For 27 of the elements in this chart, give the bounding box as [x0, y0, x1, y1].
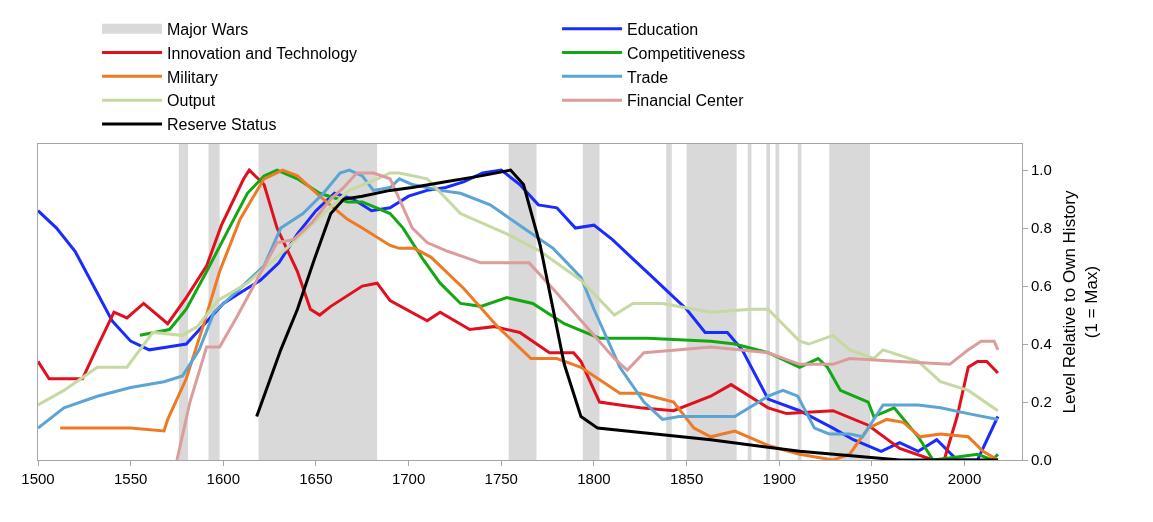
legend-label: Major Wars [167, 20, 249, 38]
x-tick-label: 1600 [206, 470, 240, 487]
x-tick-label: 1900 [762, 470, 796, 487]
x-tick-label: 1500 [21, 470, 55, 487]
legend-label: Competitiveness [627, 44, 746, 62]
x-tick-label: 1750 [484, 470, 518, 487]
x-tick-label: 1700 [391, 470, 426, 487]
x-tick-label: 1650 [299, 470, 333, 487]
y-tick-label: 0.2 [1031, 393, 1052, 411]
y-axis-title: Level Relative to Own History (1 = Max) [1060, 190, 1102, 414]
x-tick-label: 2000 [947, 470, 982, 487]
y-tick-label: 0.8 [1031, 219, 1052, 237]
legend-label: Reserve Status [167, 116, 277, 134]
x-tick-label: 1550 [113, 470, 148, 487]
y-tick-label: 0.6 [1031, 277, 1052, 295]
legend-label: Trade [627, 68, 669, 86]
y-tick-label: 0.0 [1031, 451, 1052, 469]
x-tick-label: 1800 [577, 470, 611, 487]
legend-label: Innovation and Technology [167, 44, 358, 62]
legend-label: Military [167, 68, 218, 86]
legend-label: Output [167, 92, 216, 110]
x-tick-label: 1950 [855, 470, 889, 487]
y-tick-label: 1.0 [1031, 161, 1052, 179]
x-tick-label: 1850 [669, 470, 704, 487]
y-tick-label: 0.4 [1031, 335, 1052, 353]
legend-label: Education [627, 20, 699, 38]
legend-label: Financial Center [627, 92, 745, 110]
